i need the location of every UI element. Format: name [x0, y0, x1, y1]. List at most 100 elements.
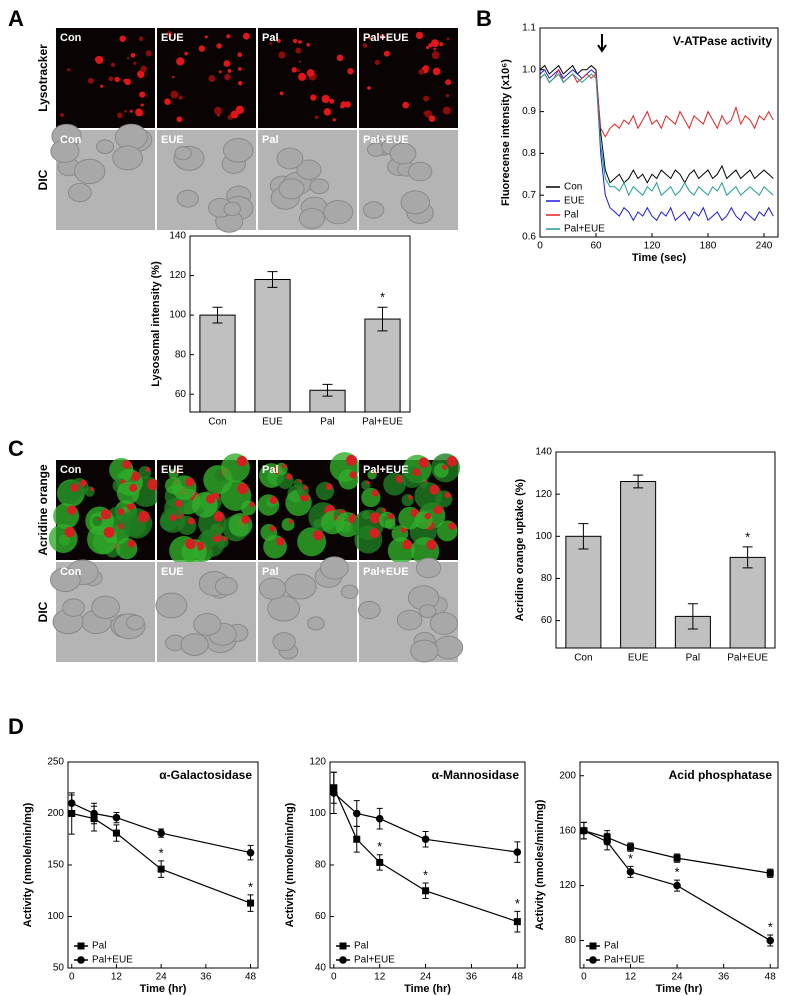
lysosome: [362, 43, 368, 48]
y-tick-label: 160: [559, 825, 576, 836]
y-tick-label: 100: [47, 911, 64, 922]
lysosome: [426, 539, 437, 550]
bar: [199, 314, 236, 413]
lysosome: [124, 78, 131, 86]
lysosome: [241, 515, 251, 524]
marker: [90, 809, 98, 818]
micrograph-row-label: Acridine orange: [36, 464, 50, 556]
lysosome: [133, 61, 137, 65]
legend-label: Pal: [604, 941, 618, 952]
marker: [673, 854, 681, 862]
lysosome: [172, 75, 175, 79]
axes-frame: [539, 27, 779, 238]
x-tick-label: 0: [581, 972, 587, 983]
cell-outline: [272, 632, 296, 652]
y-tick-label: 80: [541, 573, 553, 584]
lysosome: [431, 51, 440, 59]
micrograph-label: Pal+EUE: [363, 134, 409, 146]
lysosome: [94, 56, 100, 62]
micrograph-label: Con: [60, 464, 82, 476]
lysosome: [269, 525, 276, 532]
lysosome: [223, 60, 231, 67]
cell-outline: [91, 595, 121, 619]
legend-label: Pal: [354, 941, 368, 952]
cell-outline: [155, 592, 188, 619]
lysosome: [418, 457, 430, 468]
bar: [254, 279, 291, 413]
lysosome: [269, 496, 278, 505]
micrograph: [353, 453, 460, 566]
lysosome: [198, 45, 206, 52]
lysosome: [429, 484, 440, 495]
significance-mark: *: [380, 290, 385, 305]
lysosome: [226, 34, 231, 39]
lysosome: [442, 106, 451, 115]
micrograph-label: Pal+EUE: [363, 464, 409, 476]
micrograph: [258, 28, 357, 128]
micrograph: [359, 130, 458, 230]
addition-arrow: [597, 34, 607, 53]
error-bar: [687, 603, 698, 630]
lysosome: [249, 501, 255, 508]
cell-outline: [298, 208, 326, 230]
y-tick-label: 200: [47, 808, 64, 819]
chart-title: α-Galactosidase: [159, 768, 252, 782]
cell-outline: [340, 584, 359, 599]
axes-frame: [67, 761, 259, 969]
lysosome: [236, 455, 248, 467]
marker: [422, 887, 430, 895]
micrograph: [49, 559, 155, 662]
y-tick-label: 60: [541, 615, 553, 626]
x-tick-label: Pal: [686, 653, 700, 664]
cell-outline: [49, 567, 81, 593]
lysosome: [446, 456, 458, 467]
y-tick-label: 100: [535, 531, 552, 542]
y-tick-label: 120: [309, 757, 326, 768]
lysosome: [214, 106, 222, 115]
lysosome: [237, 67, 242, 71]
micrograph-label: Pal: [262, 566, 279, 578]
lysosome: [227, 68, 232, 73]
cell-outline: [176, 189, 199, 208]
x-axis-label: Time (hr): [656, 983, 703, 995]
lysosome: [418, 69, 425, 75]
x-tick-label: 180: [700, 241, 717, 252]
significance-mark: *: [159, 845, 164, 860]
axes-frame: [579, 761, 779, 969]
x-tick-label: 120: [644, 241, 661, 252]
lysosome: [187, 517, 195, 525]
y-axis-label: Acridine orange uptake (%): [514, 478, 526, 621]
lysosome: [423, 95, 430, 102]
lysosome: [426, 46, 430, 50]
lysosome: [122, 460, 132, 469]
lysosome: [117, 508, 125, 516]
lysosome: [445, 79, 452, 86]
micrograph: [157, 130, 256, 233]
x-tick-label: 24: [671, 972, 683, 983]
marker: [513, 848, 522, 856]
lysosome: [185, 477, 195, 487]
marker: [580, 826, 588, 835]
y-tick-label: 60: [315, 911, 327, 922]
micrograph: [157, 28, 256, 128]
lysosome: [175, 499, 183, 508]
lysosome: [108, 76, 114, 82]
lysosome: [412, 468, 421, 477]
marker: [352, 809, 361, 818]
lysosome: [306, 69, 315, 77]
micrograph-label: Pal+EUE: [363, 566, 409, 578]
x-tick-label: EUE: [628, 653, 649, 664]
x-tick-label: 0: [537, 241, 543, 252]
lysosome: [176, 57, 185, 66]
x-tick-label: 36: [200, 972, 212, 983]
lysosome: [216, 43, 222, 49]
lysosome: [292, 38, 298, 44]
lysosome: [282, 463, 287, 469]
micrograph-label: Con: [60, 566, 82, 578]
cell-outline: [408, 161, 433, 182]
cell-outline: [389, 142, 417, 165]
lysosome: [346, 454, 357, 466]
x-tick-label: 12: [111, 972, 123, 983]
y-tick-label: 0.6: [522, 232, 536, 243]
y-tick-label: 120: [169, 270, 186, 281]
